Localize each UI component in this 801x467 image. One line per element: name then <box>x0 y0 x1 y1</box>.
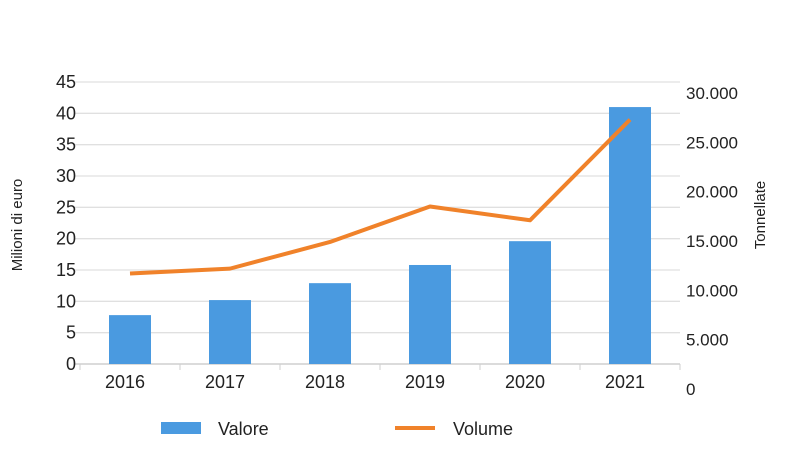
left-tick-label: 30 <box>56 166 76 186</box>
x-tick-label: 2017 <box>205 372 245 392</box>
left-tick-label: 10 <box>56 291 76 311</box>
x-tick-label: 2021 <box>605 372 645 392</box>
left-tick-label: 15 <box>56 260 76 280</box>
x-tick-label: 2020 <box>505 372 545 392</box>
left-tick-label: 35 <box>56 135 76 155</box>
legend-label-valore: Valore <box>218 419 269 439</box>
volume-line-group <box>130 120 630 274</box>
right-tick-label: 25.000 <box>686 133 738 152</box>
right-tick-label: 20.000 <box>686 183 738 202</box>
left-tick-label: 0 <box>66 354 76 374</box>
bar-2017 <box>209 300 251 364</box>
x-axis-ticks: 2016 2017 2018 2019 2020 2021 <box>105 372 645 392</box>
left-tick-label: 20 <box>56 229 76 249</box>
right-tick-label: 15.000 <box>686 232 738 251</box>
x-tick-label: 2016 <box>105 372 145 392</box>
bar-2020 <box>509 241 551 364</box>
x-tick-label: 2018 <box>305 372 345 392</box>
bars <box>109 107 651 364</box>
right-tick-label: 0 <box>686 380 695 399</box>
bar-2021 <box>609 107 651 364</box>
left-tick-label: 25 <box>56 197 76 217</box>
bar-2016 <box>109 315 151 364</box>
right-tick-label: 30.000 <box>686 84 738 103</box>
legend: Valore Volume <box>161 419 513 439</box>
x-tick-label: 2019 <box>405 372 445 392</box>
bar-2019 <box>409 265 451 364</box>
right-axis-ticks: 0 5.000 10.000 15.000 20.000 25.000 30.000 <box>686 84 738 399</box>
left-tick-label: 5 <box>66 323 76 343</box>
left-tick-label: 45 <box>56 72 76 92</box>
right-tick-label: 5.000 <box>686 331 729 350</box>
volume-line <box>130 120 630 274</box>
left-axis-title: Milioni di euro <box>9 179 26 272</box>
bar-2018 <box>309 283 351 364</box>
left-axis-ticks: 0 5 10 15 20 25 30 35 40 45 <box>56 72 76 374</box>
legend-swatch-valore <box>161 422 201 434</box>
legend-label-volume: Volume <box>453 419 513 439</box>
left-tick-label: 40 <box>56 103 76 123</box>
right-axis-title: Tonnellate <box>752 181 769 249</box>
right-tick-label: 10.000 <box>686 281 738 300</box>
